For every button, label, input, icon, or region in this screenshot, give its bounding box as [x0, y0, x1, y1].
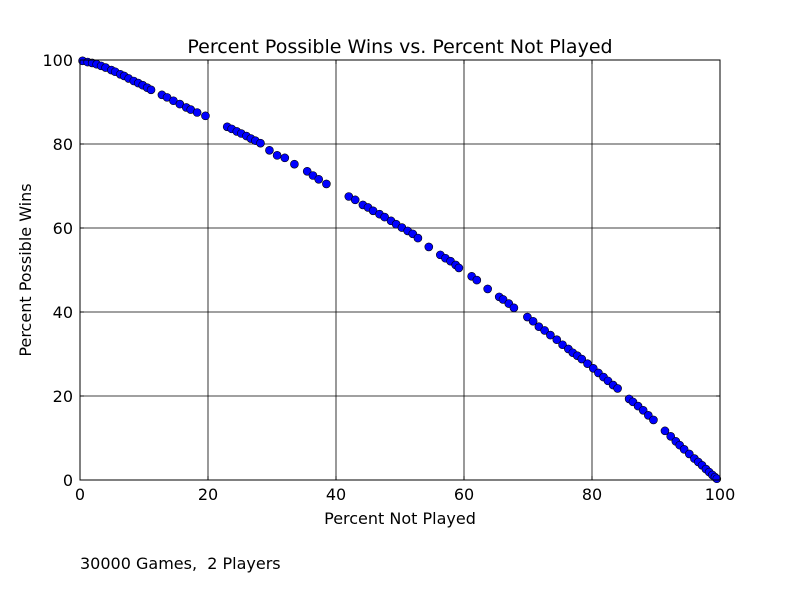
data-point	[638, 405, 648, 415]
data-point	[290, 159, 299, 169]
data-point	[302, 167, 312, 176]
data-point	[483, 284, 492, 294]
data-point	[498, 295, 508, 304]
x-tick-label: 100	[705, 485, 736, 504]
data-point	[552, 335, 562, 345]
footnote: 30000 Games, 2 Players	[80, 554, 281, 573]
data-point	[577, 354, 587, 364]
x-axis-label: Percent Not Played	[324, 509, 476, 528]
data-point	[660, 426, 670, 436]
data-point	[280, 153, 290, 163]
plot-frame	[79, 59, 721, 481]
data-point	[528, 316, 538, 326]
data-point	[424, 242, 434, 252]
data-point	[558, 340, 567, 350]
data-point	[322, 179, 331, 189]
data-point	[256, 138, 265, 148]
data-point	[146, 85, 156, 95]
axis-ticks: 0 20 40 60 80 100 0 20 40 60 80 100	[42, 51, 735, 504]
data-point	[613, 384, 622, 393]
data-point	[546, 330, 555, 340]
y-axis-label: Percent Possible Wins	[16, 183, 35, 356]
x-tick-label: 80	[582, 485, 602, 504]
data-point	[649, 415, 658, 425]
grid	[80, 60, 720, 480]
x-tick-label: 20	[198, 485, 218, 504]
data-point	[509, 303, 519, 313]
data-point	[192, 108, 202, 117]
data-point	[272, 151, 282, 160]
x-tick-label: 40	[326, 485, 346, 504]
chart-title: Percent Possible Wins vs. Percent Not Pl…	[187, 36, 612, 58]
data-point	[413, 233, 423, 243]
x-tick-label: 0	[75, 485, 85, 504]
y-tick-label: 0	[63, 471, 73, 490]
y-tick-label: 60	[53, 219, 73, 238]
data-point	[472, 275, 482, 285]
data-point	[201, 111, 210, 121]
data-point	[666, 432, 676, 441]
data-point	[583, 359, 592, 368]
x-tick-label: 60	[454, 485, 474, 504]
y-tick-label: 80	[53, 135, 73, 154]
data-point	[380, 212, 389, 222]
data-point	[350, 195, 360, 205]
data-point	[265, 146, 274, 155]
y-tick-label: 100	[42, 51, 73, 70]
data-point	[523, 312, 532, 322]
data-points	[78, 56, 722, 484]
y-tick-label: 20	[53, 387, 73, 406]
y-tick-label: 40	[53, 303, 73, 322]
data-point	[454, 263, 464, 273]
data-point	[712, 474, 722, 484]
data-point	[540, 326, 549, 335]
data-point	[314, 174, 324, 184]
